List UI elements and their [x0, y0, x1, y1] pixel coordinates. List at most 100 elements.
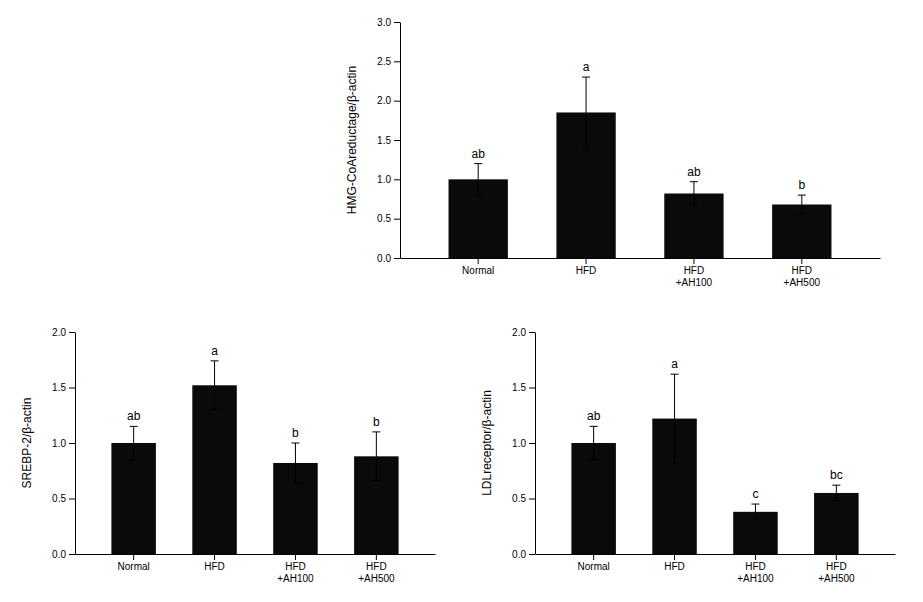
y-tick: 1.5	[52, 382, 75, 393]
annotations: ab a c bc	[587, 357, 843, 501]
x-tick-label: HFD+AH100	[277, 561, 314, 584]
x-tick-mark	[214, 554, 215, 560]
x-tick-label-line: +AH500	[818, 573, 855, 584]
y-axis: 0.0 0.5 1.0 1.5 2.0 2.5 3.0	[377, 17, 400, 264]
x-tick-label: HFD	[664, 561, 685, 572]
annotation: bc	[830, 468, 843, 482]
y-tick-mark	[69, 443, 75, 444]
y-tick: 1.5	[377, 135, 400, 146]
x-tick-mark	[755, 554, 756, 560]
y-tick-label: 1.5	[52, 382, 66, 393]
x-tick-label-line: +AH100	[277, 573, 314, 584]
error-bar	[751, 504, 759, 520]
x-axis: NormalHFDHFD+AH100HFD+AH500	[401, 258, 881, 288]
x-tick-label-line: HFD	[664, 561, 685, 572]
panel: 0.00.51.01.52.02.53.0NormalHFDHFD+AH100H…	[345, 17, 881, 288]
y-tick: 0.0	[52, 549, 75, 560]
y-axis-line	[400, 23, 401, 259]
y-tick-mark	[69, 332, 75, 333]
y-tick: 3.0	[377, 17, 400, 28]
x-tick: HFD+AH100	[277, 554, 314, 584]
x-tick-label-line: HFD	[684, 265, 705, 276]
y-tick: 2.5	[377, 56, 400, 67]
y-tick-label: 1.5	[377, 135, 391, 146]
x-tick-mark	[836, 554, 837, 560]
error-bar	[291, 443, 299, 483]
y-tick-label: 1.0	[512, 438, 526, 449]
y-tick-mark	[394, 179, 400, 180]
y-tick: 0.5	[512, 493, 535, 504]
y-tick-mark	[394, 101, 400, 102]
y-tick-label: 2.0	[377, 95, 391, 106]
x-tick-label: Normal	[578, 561, 610, 572]
y-tick-label: 1.0	[377, 174, 391, 185]
error-bar	[671, 374, 679, 463]
y-tick: 0.0	[377, 253, 400, 264]
y-tick-mark	[529, 554, 535, 555]
y-tick-mark	[394, 219, 400, 220]
annotation: b	[292, 426, 299, 440]
annotation: ab	[687, 165, 701, 179]
y-tick-mark	[69, 388, 75, 389]
y-tick: 2.0	[52, 327, 75, 338]
y-tick: 2.0	[377, 95, 400, 106]
y-axis: 0.00.51.01.52.0	[512, 327, 535, 560]
annotations: abaabb	[472, 60, 806, 192]
y-axis-title: SREBP-2/β-actin	[20, 398, 34, 489]
y-tick: 0.5	[377, 213, 400, 224]
x-tick-label-line: HFD	[366, 561, 387, 572]
plot-area	[571, 374, 858, 554]
y-axis: 0.0 0.5 1.0 1.5 2.0	[52, 327, 75, 560]
y-tick-mark	[394, 61, 400, 62]
annotation: a	[671, 357, 678, 371]
y-tick-label: 1.0	[52, 438, 66, 449]
x-axis-line	[401, 258, 881, 259]
x-tick-mark	[295, 554, 296, 560]
y-tick: 1.5	[512, 382, 535, 393]
annotation: c	[752, 487, 758, 501]
y-tick-mark	[529, 332, 535, 333]
y-tick-mark	[69, 554, 75, 555]
x-tick-label: HFD	[204, 561, 225, 572]
x-tick-label: HFD+AH500	[818, 561, 855, 584]
y-tick: 0.5	[52, 493, 75, 504]
y-tick-label: 0.5	[52, 493, 66, 504]
x-tick-mark	[133, 554, 134, 560]
x-tick-label-line: HFD	[745, 561, 766, 572]
x-axis: NormalHFDHFD+AH100HFD+AH500	[536, 554, 896, 584]
y-tick-label: 0.0	[512, 549, 526, 560]
y-tick-label: 2.0	[52, 327, 66, 338]
annotation: ab	[472, 147, 486, 161]
error-bar	[474, 164, 482, 195]
x-tick-label: Normal	[462, 265, 494, 276]
x-tick: HFD+AH500	[818, 554, 855, 584]
x-tick-label-line: +AH100	[676, 277, 713, 288]
y-axis-line	[75, 333, 76, 555]
y-tick-mark	[529, 443, 535, 444]
x-tick-mark	[376, 554, 377, 560]
x-tick: Normal	[462, 258, 494, 276]
panel: 0.00.51.01.52.0NormalHFDHFD+AH100HFD+AH5…	[20, 327, 436, 584]
bar	[814, 493, 858, 554]
x-tick-label: HFD+AH500	[358, 561, 395, 584]
y-tick-label: 0.5	[512, 493, 526, 504]
x-tick-mark	[593, 554, 594, 560]
x-tick-label: HFD+AH100	[676, 265, 713, 288]
x-tick-label-line: HFD	[285, 561, 306, 572]
x-tick-mark	[801, 258, 802, 264]
x-tick-label: Normal	[118, 561, 150, 572]
y-tick-label: 0.0	[377, 253, 391, 264]
x-tick-label-line: HFD	[576, 265, 597, 276]
x-tick: HFD	[204, 554, 225, 572]
error-bar	[832, 485, 840, 501]
x-tick: HFD	[664, 554, 685, 572]
x-tick-label: HFD	[576, 265, 597, 276]
y-tick: 1.0	[52, 438, 75, 449]
error-bar	[211, 361, 219, 410]
annotations: ababb	[127, 344, 380, 440]
y-tick: 0.0	[512, 549, 535, 560]
annotation: ab	[587, 409, 601, 423]
x-tick-label-line: HFD	[792, 265, 813, 276]
error-bar	[590, 426, 598, 459]
x-tick-label-line: +AH500	[784, 277, 821, 288]
